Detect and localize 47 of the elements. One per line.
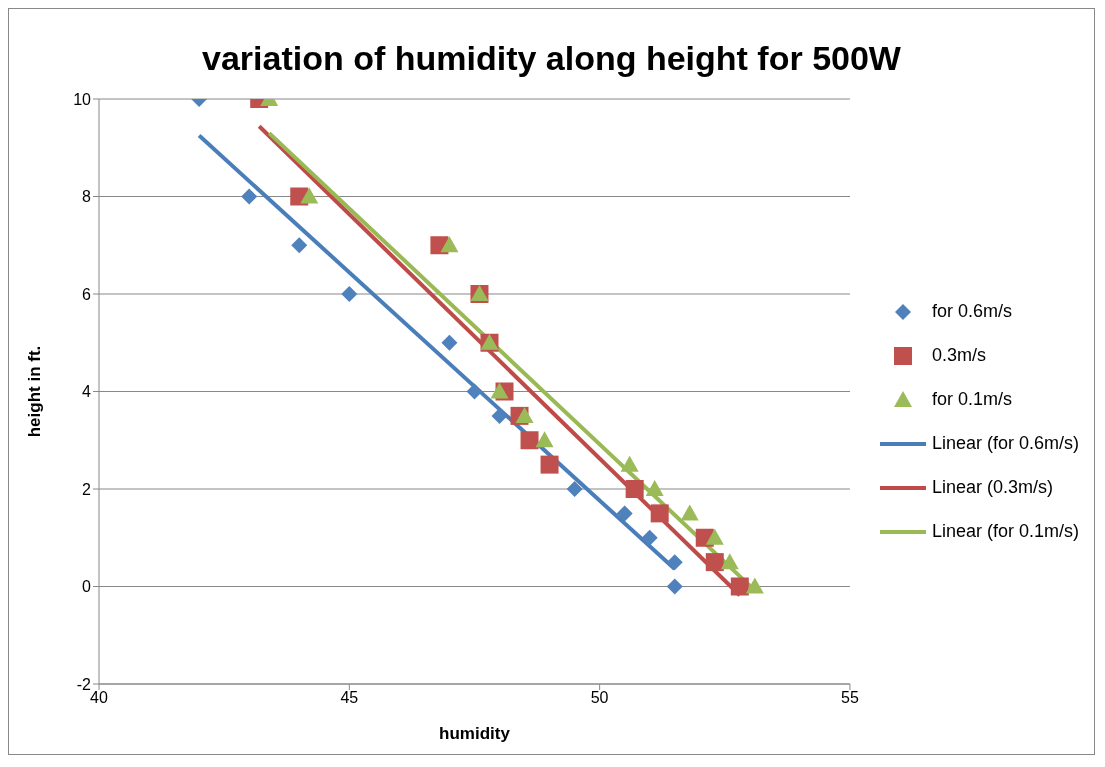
y-tick-label: 0 <box>82 578 92 596</box>
point <box>241 188 258 205</box>
point <box>620 455 639 472</box>
legend-label: Linear (0.3m/s) <box>931 477 1053 498</box>
x-tick-label: 50 <box>590 689 609 707</box>
point <box>515 406 534 423</box>
y-tick-label: 8 <box>82 188 92 206</box>
point <box>745 577 764 594</box>
y-axis-title: height in ft. <box>25 345 45 438</box>
legend-label: Linear (for 0.1m/s) <box>931 521 1079 542</box>
x-tick-label: 45 <box>340 689 359 707</box>
y-tick-label: 6 <box>82 285 92 303</box>
point <box>730 577 749 596</box>
point <box>645 480 664 496</box>
point <box>666 578 683 595</box>
y-tick-label: 2 <box>82 480 92 498</box>
legend-label: Linear (for 0.6m/s) <box>931 433 1079 454</box>
point <box>625 480 644 498</box>
point <box>641 529 658 546</box>
point <box>705 553 724 572</box>
point <box>291 237 308 254</box>
x-tick-label: 55 <box>841 689 859 707</box>
point <box>341 286 358 302</box>
point <box>535 431 554 448</box>
legend-label: for 0.1m/s <box>931 389 1012 410</box>
x-tick-label: 40 <box>90 689 108 707</box>
legend-label: 0.3m/s <box>931 345 986 366</box>
y-tick-label: 4 <box>82 383 92 401</box>
point <box>520 431 539 450</box>
point <box>490 382 509 399</box>
point <box>466 383 483 400</box>
y-tick-label: 10 <box>73 90 92 108</box>
point <box>666 554 683 571</box>
point <box>616 505 633 522</box>
point <box>705 528 724 545</box>
point <box>650 504 669 523</box>
legend-label: for 0.6m/s <box>931 301 1012 322</box>
x-axis-title: humidity <box>439 724 511 743</box>
point <box>680 504 699 521</box>
point <box>300 187 319 204</box>
point <box>720 553 739 570</box>
chart-title: variation of humidity along height for 500W <box>201 39 902 79</box>
point <box>441 334 458 351</box>
y-tick-label: -2 <box>76 675 92 693</box>
point <box>440 236 459 253</box>
point <box>566 481 583 497</box>
point <box>540 455 559 474</box>
